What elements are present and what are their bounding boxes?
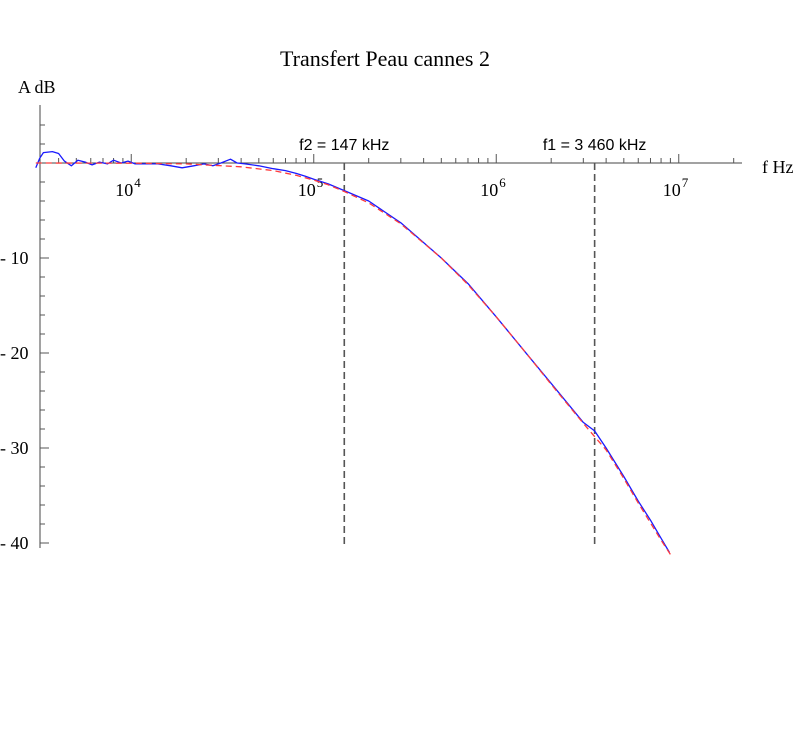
vline-label-1: f2 = 147 kHz: [299, 137, 389, 154]
x-tick-label: 106: [480, 175, 506, 200]
x-tick-label: 105: [298, 175, 324, 200]
chart-title: Transfert Peau cannes 2: [280, 46, 490, 71]
x-tick-label: 107: [663, 175, 689, 200]
y-tick-label: - 20: [0, 343, 29, 363]
vline-label-2: f1 = 3 460 kHz: [543, 137, 647, 154]
series-group: [35, 150, 671, 555]
series-1-line: [35, 150, 671, 553]
y-tick-label: - 40: [0, 533, 29, 553]
reference-lines: f2 = 147 kHz f1 = 3 460 kHz: [299, 137, 646, 548]
y-tick-label: - 10: [0, 248, 29, 268]
axes: - 10 - 20 - 30 - 40 104 105 106 107: [0, 105, 742, 553]
y-tick-label: - 30: [0, 438, 29, 458]
x-axis-label: f Hz: [762, 157, 793, 177]
y-axis-label: A dB: [18, 77, 56, 97]
x-tick-label: 104: [115, 175, 141, 200]
series-2-line: [35, 162, 671, 555]
